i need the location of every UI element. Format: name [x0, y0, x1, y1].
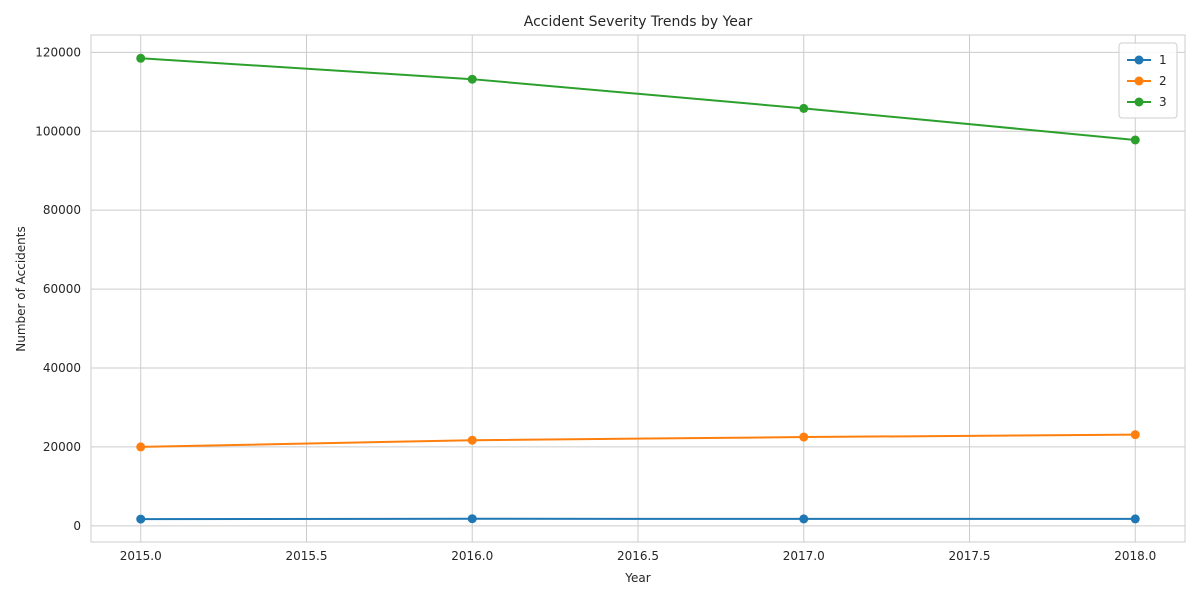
legend-label: 1	[1159, 53, 1167, 67]
data-point	[468, 75, 477, 84]
data-point	[136, 442, 145, 451]
data-point	[799, 514, 808, 523]
grid	[91, 35, 1185, 542]
legend-marker	[1135, 56, 1144, 65]
data-point	[799, 433, 808, 442]
data-point	[1131, 135, 1140, 144]
x-tick-label: 2016.0	[451, 549, 493, 563]
legend: 1 2 3	[1119, 43, 1177, 118]
data-point	[136, 54, 145, 63]
data-point	[468, 436, 477, 445]
y-tick-label: 100000	[35, 124, 81, 138]
x-tick-label: 2018.0	[1114, 549, 1156, 563]
y-tick-label: 20000	[43, 440, 81, 454]
y-tick-label: 80000	[43, 203, 81, 217]
x-axis-ticks: 2015.0 2015.5 2016.0 2016.5 2017.0 2017.5 2018…	[120, 549, 1157, 563]
data-point	[799, 104, 808, 113]
data-point	[1131, 430, 1140, 439]
legend-marker	[1135, 98, 1144, 107]
x-tick-label: 2017.5	[949, 549, 991, 563]
y-axis-title: Number of Accidents	[14, 226, 28, 352]
x-tick-label: 2016.5	[617, 549, 659, 563]
x-tick-label: 2015.5	[285, 549, 327, 563]
x-tick-label: 2015.0	[120, 549, 162, 563]
legend-label: 3	[1159, 95, 1167, 109]
y-axis-ticks: 0 20000 40000 60000 80000 100000 120000	[35, 45, 81, 532]
data-point	[136, 515, 145, 524]
x-tick-label: 2017.0	[783, 549, 825, 563]
legend-label: 2	[1159, 74, 1167, 88]
legend-marker	[1135, 77, 1144, 86]
y-tick-label: 0	[73, 519, 81, 533]
y-tick-label: 40000	[43, 361, 81, 375]
data-point	[468, 514, 477, 523]
y-tick-label: 60000	[43, 282, 81, 296]
chart-title: Accident Severity Trends by Year	[524, 14, 753, 30]
data-point	[1131, 514, 1140, 523]
y-tick-label: 120000	[35, 45, 81, 59]
x-axis-title: Year	[624, 571, 650, 585]
